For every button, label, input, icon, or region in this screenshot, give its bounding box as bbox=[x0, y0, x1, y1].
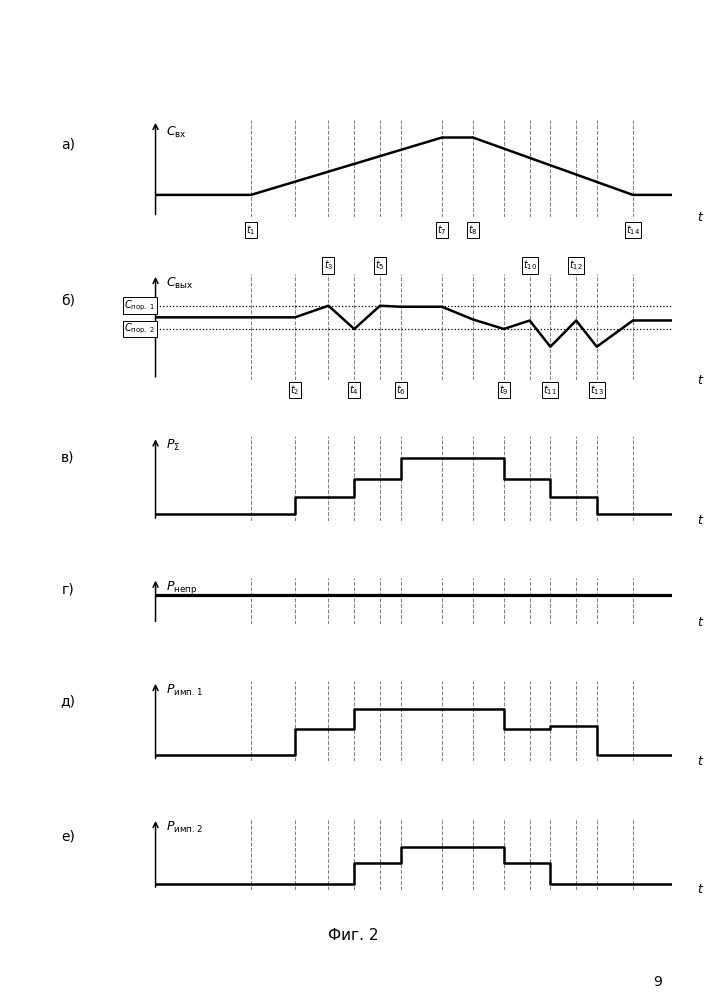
Text: е): е) bbox=[61, 829, 75, 843]
Text: $\mathit{t_{14}}$: $\mathit{t_{14}}$ bbox=[626, 223, 640, 237]
Text: $\mathit{t_{13}}$: $\mathit{t_{13}}$ bbox=[590, 383, 604, 397]
Text: $\mathit{t_9}$: $\mathit{t_9}$ bbox=[499, 383, 509, 397]
Text: $P_{\rm непр}$: $P_{\rm непр}$ bbox=[166, 579, 197, 596]
Text: г): г) bbox=[62, 582, 74, 596]
Text: $\mathit{t_7}$: $\mathit{t_7}$ bbox=[437, 223, 447, 237]
Text: $\mathit{t_6}$: $\mathit{t_6}$ bbox=[396, 383, 406, 397]
Text: $P_{\rm имп.2}$: $P_{\rm имп.2}$ bbox=[166, 820, 202, 835]
Text: $\mathit{t_2}$: $\mathit{t_2}$ bbox=[290, 383, 300, 397]
Text: в): в) bbox=[61, 451, 74, 465]
Text: $t$: $t$ bbox=[697, 883, 705, 896]
Text: $t$: $t$ bbox=[697, 374, 705, 387]
Text: $C_{\rm пор.\ 1}$: $C_{\rm пор.\ 1}$ bbox=[124, 299, 156, 313]
Text: $C_{\rm вх}$: $C_{\rm вх}$ bbox=[166, 125, 187, 140]
Text: $\mathit{t_1}$: $\mathit{t_1}$ bbox=[246, 223, 256, 237]
Text: $\mathit{t_8}$: $\mathit{t_8}$ bbox=[468, 223, 478, 237]
Text: $\mathit{t_{11}}$: $\mathit{t_{11}}$ bbox=[544, 383, 557, 397]
Text: $t$: $t$ bbox=[697, 211, 705, 224]
Text: а): а) bbox=[61, 137, 75, 151]
Text: $\mathit{t_4}$: $\mathit{t_4}$ bbox=[349, 383, 359, 397]
Text: $t$: $t$ bbox=[697, 514, 705, 527]
Text: $t$: $t$ bbox=[697, 616, 705, 629]
Text: $t$: $t$ bbox=[697, 755, 705, 768]
Text: $P_{\rm имп.1}$: $P_{\rm имп.1}$ bbox=[166, 683, 203, 698]
Text: $P_{\Sigma}$: $P_{\Sigma}$ bbox=[166, 438, 180, 453]
Text: $C_{\rm пор.\ 2}$: $C_{\rm пор.\ 2}$ bbox=[124, 322, 156, 336]
Text: $\mathit{t_3}$: $\mathit{t_3}$ bbox=[324, 259, 333, 272]
Text: $\mathit{t_{10}}$: $\mathit{t_{10}}$ bbox=[522, 259, 537, 272]
Text: $C_{\rm вых}$: $C_{\rm вых}$ bbox=[166, 276, 194, 291]
Text: б): б) bbox=[61, 293, 75, 307]
Text: $\mathit{t_{12}}$: $\mathit{t_{12}}$ bbox=[569, 259, 583, 272]
Text: 9: 9 bbox=[653, 975, 662, 989]
Text: $\mathit{t_5}$: $\mathit{t_5}$ bbox=[375, 259, 385, 272]
Text: д): д) bbox=[60, 694, 76, 708]
Text: Фиг. 2: Фиг. 2 bbox=[328, 928, 379, 942]
